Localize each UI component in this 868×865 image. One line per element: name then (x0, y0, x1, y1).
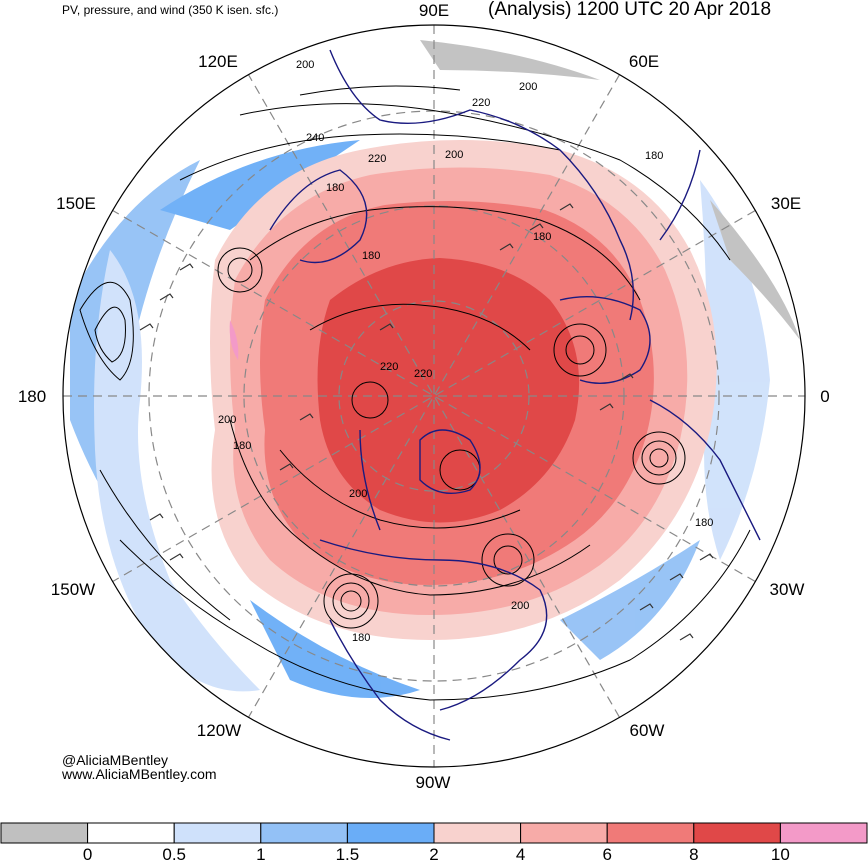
longitude-label: 30W (769, 580, 805, 599)
colorbar-swatch (693, 822, 781, 844)
contour-labels: 200 220 200 180 240 220 200 180 180 180 … (218, 59, 713, 644)
colorbar-tick-label: 0 (82, 845, 93, 864)
colorbar-swatch (520, 822, 608, 844)
contour-label: 180 (533, 231, 551, 243)
longitude-label: 120W (196, 721, 242, 740)
contour-label: 200 (445, 149, 463, 161)
map-boundary (62, 24, 806, 768)
credit-website: www.AliciaMBentley.com (62, 766, 217, 782)
contour-label: 200 (218, 414, 236, 426)
wind-barbs (139, 203, 714, 641)
contour-label: 180 (645, 150, 663, 162)
contour-label: 180 (233, 440, 251, 452)
colorbar-tick-label: 0.5 (162, 845, 187, 864)
colorbar-tick-label: 1.5 (335, 845, 360, 864)
longitude-label: 90E (418, 1, 450, 20)
credit-handle: @AliciaMBentley (62, 752, 169, 768)
contour-label: 200 (519, 81, 537, 93)
contour-label: 220 (368, 153, 386, 165)
contour-label: 220 (380, 361, 398, 373)
contour-label: 180 (695, 517, 713, 529)
analysis-time-title: (Analysis) 1200 UTC 20 Apr 2018 (488, 0, 772, 20)
longitude-label: 60E (628, 52, 660, 71)
colorbar-swatch (433, 822, 522, 844)
longitude-label: 150E (56, 194, 96, 213)
contour-label: 220 (414, 368, 432, 380)
colorbar-tick-label: 1 (256, 845, 266, 864)
pv-fill-low (70, 40, 800, 747)
contour-label: 180 (326, 182, 344, 194)
colorbar-swatch (260, 822, 348, 844)
colorbar-tick-label: 8 (689, 845, 699, 864)
colorbar-swatch (0, 822, 89, 844)
colorbar-tick-label: 4 (515, 845, 526, 864)
contour-label: 200 (296, 59, 314, 71)
colorbar-tick-label: 6 (602, 845, 612, 864)
contour-label: 200 (511, 600, 529, 612)
contour-label: 180 (352, 632, 370, 644)
colorbar-swatch (606, 822, 695, 844)
contour-label: 220 (472, 97, 490, 109)
contour-label: 240 (306, 132, 324, 144)
colorbar-tick-label: 10 (770, 845, 790, 864)
pressure-contours (79, 85, 751, 701)
longitude-label: 0 (820, 387, 830, 406)
pv-fill-high (210, 140, 717, 640)
contour-label: 200 (349, 488, 367, 500)
longitude-label: 120E (198, 52, 238, 71)
colorbar-tick-label: 2 (429, 845, 439, 864)
coastlines (269, 49, 761, 741)
longitude-label: 90W (415, 773, 451, 792)
longitude-label: 180 (17, 387, 47, 406)
colorbar-swatch (346, 822, 435, 844)
longitude-label: 30E (770, 194, 802, 213)
colorbar-swatch (779, 822, 868, 844)
map-subtitle: PV, pressure, and wind (350 K isen. sfc.… (62, 3, 279, 17)
colorbar (0, 822, 868, 844)
contour-label: 180 (362, 250, 380, 262)
longitude-label: 60W (629, 721, 665, 740)
colorbar-swatch (87, 822, 175, 844)
longitude-label: 150W (50, 580, 96, 599)
colorbar-swatch (173, 822, 262, 844)
